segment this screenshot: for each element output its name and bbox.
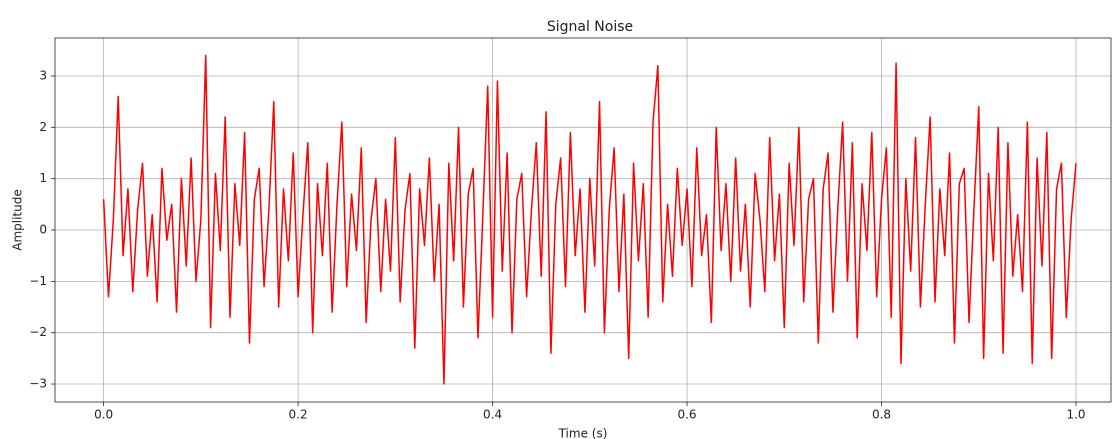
y-tick-label: −2 xyxy=(29,325,47,339)
chart-title: Signal Noise xyxy=(547,19,633,35)
x-tick-label: 0.2 xyxy=(289,408,308,422)
y-tick-label: 1 xyxy=(39,171,47,185)
signal-line xyxy=(104,55,1076,384)
y-tick-label: 0 xyxy=(39,223,47,237)
y-tick-label: 3 xyxy=(39,68,47,82)
y-tick-label: −3 xyxy=(29,377,47,391)
y-tick-label: 2 xyxy=(39,120,47,134)
x-tick-label: 0.0 xyxy=(94,408,113,422)
x-tick-label: 1.0 xyxy=(1066,408,1085,422)
chart: Signal Noise Time (s) Amplitude −3 −2 −1 0 1… xyxy=(0,0,1113,439)
x-tick-label: 0.4 xyxy=(483,408,502,422)
x-axis-label: Time (s) xyxy=(558,427,608,439)
y-tick-label: −1 xyxy=(29,274,47,288)
x-tick-label: 0.6 xyxy=(677,408,696,422)
y-axis-label: Amplitude xyxy=(11,189,25,251)
x-tick-label: 0.8 xyxy=(872,408,891,422)
